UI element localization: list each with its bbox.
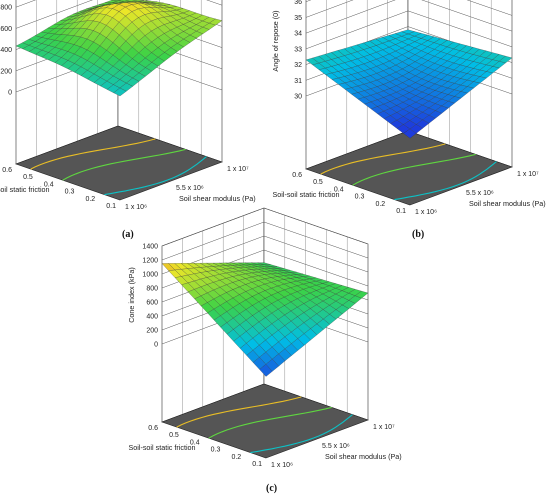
x-axis: 1 x 10⁶ 5.5 x 10⁶ 1 x 10⁷ Soil shear modulu… (125, 166, 256, 211)
z-tick-label: 1400 (142, 244, 158, 251)
y-tick-label: 0.4 (44, 181, 54, 188)
x-axis-label: Soil shear modulus (Pa) (179, 194, 256, 203)
x-axis-label: Soil shear modulus (Pa) (325, 452, 402, 461)
x-tick-label: 5.5 x 10⁶ (176, 185, 204, 192)
y-tick-label: 0.1 (106, 203, 116, 210)
z-axis: 3031323334353637Angle of repose (0) (271, 0, 302, 101)
surface-mesh (161, 262, 369, 377)
surface-mesh (305, 29, 513, 139)
z-tick-label: 30 (294, 94, 302, 101)
wall-gridline (305, 0, 513, 18)
contour-floor (15, 125, 223, 201)
chart-panel-a: 02004006008001000Compaction energy (J)1 … (0, 0, 275, 255)
z-axis: 02004006008001000Compaction energy (J) (0, 5, 12, 97)
floor-contour (62, 148, 186, 181)
x-tick-label: 1 x 10⁷ (227, 166, 249, 173)
y-tick-label: 0.5 (313, 179, 323, 186)
y-tick-label: 0.6 (2, 167, 12, 174)
z-tick-label: 400 (146, 314, 158, 321)
wall-gridline (161, 207, 369, 247)
floor-contour (394, 161, 497, 201)
y-axis: 0.1 0.2 0.3 0.4 0.5 0.6 Soil-soil static frict… (128, 425, 262, 468)
y-axis-label: Soil-soil static friction (128, 443, 195, 452)
z-axis: 0 200 400 600 800 1000 1200 1400 Cone index (kPa… (127, 244, 158, 349)
y-tick-label: 0.4 (190, 439, 200, 446)
y-axis: 0.1 0.2 0.3 0.4 0.5 0.6 Soil-soil static frict… (0, 167, 116, 210)
y-axis-label: Soil-soil static friction (0, 185, 50, 194)
caption-b: (b) (412, 229, 425, 240)
contour-floor (161, 383, 369, 459)
surface-facet (131, 0, 145, 2)
z-tick-label: 1200 (142, 258, 158, 265)
z-tick-label: 32 (294, 62, 302, 69)
y-tick-label: 0.2 (231, 454, 241, 461)
y-tick-label: 0.5 (169, 432, 179, 439)
z-tick-label: 0 (8, 90, 12, 97)
y-tick-label: 0.3 (65, 189, 75, 196)
chart-panel-b: 3031323334353637Angle of repose (0)1 x 1… (271, 0, 550, 255)
floor-contour (30, 138, 156, 170)
x-tick-label: 1 x 10⁶ (271, 462, 293, 469)
y-tick-label: 0.6 (148, 425, 158, 432)
surface-facet (401, 29, 415, 35)
z-tick-label: 600 (146, 300, 158, 307)
x-axis-label: Soil shear modulus (Pa) (469, 199, 546, 208)
x-tick-label: 1 x 10⁶ (415, 209, 437, 216)
y-tick-label: 0.2 (375, 201, 385, 208)
y-tick-label: 0.1 (252, 461, 262, 468)
wall-gridline (161, 221, 369, 261)
wall-gridline (161, 235, 369, 275)
z-tick-label: 400 (0, 47, 12, 54)
x-tick-label: 5.5 x 10⁶ (322, 443, 350, 450)
floor-contour (176, 396, 302, 428)
surface-plot-a: 02004006008001000Compaction energy (J)1 … (0, 0, 256, 211)
y-axis-label: Soil-soil static friction (272, 190, 339, 199)
x-axis: 1 x 10⁶ 5.5 x 10⁶ 1 x 10⁷ Soil shear modulu… (415, 171, 546, 216)
z-tick-label: 33 (294, 46, 302, 53)
floor-contour (352, 153, 476, 186)
z-tick-label: 200 (146, 328, 158, 335)
z-tick-label: 800 (0, 5, 12, 12)
surface-facet (111, 0, 121, 1)
surface-facet (257, 262, 271, 265)
chart-panel-c: 0 200 400 600 800 1000 1200 1400 Cone index (kPa… (127, 207, 413, 501)
y-axis: 0.1 0.2 0.3 0.4 0.5 0.6 Soil-soil static frict… (272, 172, 406, 215)
y-tick-label: 0.2 (85, 196, 95, 203)
caption-a: (a) (122, 229, 134, 240)
wall-gridline (305, 10, 513, 50)
z-tick-label: 800 (146, 286, 158, 293)
z-tick-label: 0 (154, 342, 158, 349)
surface-facet (118, 0, 130, 2)
x-axis: 1 x 10⁶ 5.5 x 10⁶ 1 x 10⁷ Soil shear modulu… (271, 424, 402, 469)
x-tick-label: 1 x 10⁷ (373, 424, 395, 431)
surface-plot-b: 3031323334353637Angle of repose (0)1 x 1… (271, 0, 546, 216)
floor-contour (208, 406, 332, 439)
x-tick-label: 5.5 x 10⁶ (466, 190, 494, 197)
wall-gridline (305, 0, 513, 34)
z-tick-label: 35 (294, 15, 302, 22)
x-tick-label: 1 x 10⁷ (517, 171, 539, 178)
y-tick-label: 0.1 (396, 208, 406, 215)
surface-mesh (15, 0, 223, 97)
y-tick-label: 0.4 (334, 186, 344, 193)
floor-contour (320, 143, 446, 175)
z-tick-label: 200 (0, 68, 12, 75)
z-tick-label: 34 (294, 31, 302, 38)
y-tick-label: 0.3 (211, 447, 221, 454)
z-axis-label: Angle of repose (0) (271, 10, 280, 71)
y-tick-label: 0.6 (292, 172, 302, 179)
y-tick-label: 0.5 (23, 174, 33, 181)
z-tick-label: 31 (294, 78, 302, 85)
x-tick-label: 1 x 10⁶ (125, 204, 147, 211)
floor-contour (250, 414, 353, 454)
surface-plot-c: 0 200 400 600 800 1000 1200 1400 Cone index (kPa… (127, 207, 402, 469)
z-tick-label: 1000 (142, 272, 158, 279)
y-tick-label: 0.3 (355, 194, 365, 201)
floor-contour (104, 156, 207, 196)
z-tick-label: 36 (294, 0, 302, 6)
caption-c: (c) (266, 483, 278, 494)
z-tick-label: 600 (0, 26, 12, 33)
z-axis-label: Cone index (kPa) (127, 267, 136, 323)
